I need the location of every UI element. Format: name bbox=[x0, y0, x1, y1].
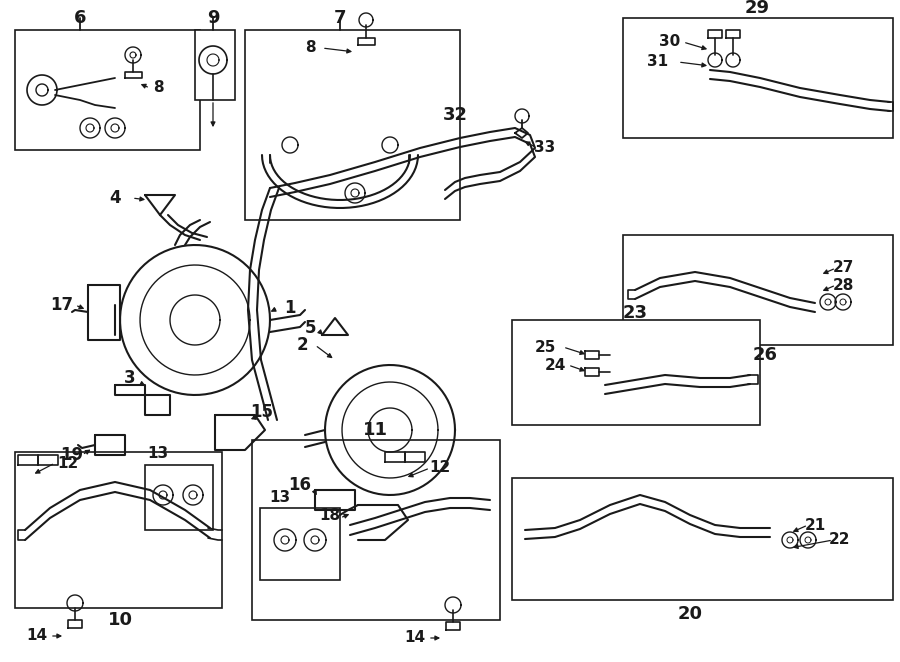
Text: 10: 10 bbox=[107, 611, 132, 629]
Text: 20: 20 bbox=[678, 605, 703, 623]
Bar bbox=[145, 465, 213, 530]
Bar bbox=[512, 320, 760, 425]
Text: 6: 6 bbox=[74, 9, 86, 27]
Text: 8: 8 bbox=[153, 81, 163, 95]
Text: 7: 7 bbox=[334, 9, 346, 27]
Text: 30: 30 bbox=[660, 34, 680, 50]
Bar bbox=[195, 30, 235, 100]
Text: 4: 4 bbox=[109, 189, 121, 207]
Text: 26: 26 bbox=[752, 346, 778, 364]
Bar bbox=[252, 440, 500, 620]
Text: 23: 23 bbox=[623, 304, 647, 322]
Text: 32: 32 bbox=[443, 106, 467, 124]
Text: 19: 19 bbox=[60, 446, 84, 464]
Text: 21: 21 bbox=[805, 518, 825, 532]
Text: 5: 5 bbox=[304, 319, 316, 337]
Bar bbox=[623, 18, 893, 138]
Bar bbox=[245, 30, 460, 220]
Text: 33: 33 bbox=[535, 140, 555, 156]
Text: 22: 22 bbox=[829, 532, 850, 547]
Bar bbox=[623, 235, 893, 345]
Text: 1: 1 bbox=[284, 299, 296, 317]
Text: 31: 31 bbox=[647, 54, 669, 70]
Text: 24: 24 bbox=[544, 357, 566, 373]
Bar bbox=[260, 508, 340, 580]
Bar bbox=[512, 478, 893, 600]
Text: 27: 27 bbox=[832, 261, 854, 275]
Text: 13: 13 bbox=[269, 491, 291, 506]
Text: 29: 29 bbox=[744, 0, 770, 17]
Text: 2: 2 bbox=[296, 336, 308, 354]
Text: 11: 11 bbox=[363, 421, 388, 439]
Text: 9: 9 bbox=[207, 9, 220, 27]
Text: 25: 25 bbox=[535, 340, 555, 354]
Text: 16: 16 bbox=[289, 476, 311, 494]
Text: 28: 28 bbox=[832, 277, 854, 293]
Text: 3: 3 bbox=[124, 369, 136, 387]
Text: 8: 8 bbox=[305, 40, 315, 56]
Bar bbox=[15, 30, 200, 150]
Text: 13: 13 bbox=[148, 446, 168, 461]
Text: 12: 12 bbox=[429, 461, 451, 475]
Text: 14: 14 bbox=[26, 628, 48, 643]
Bar bbox=[15, 452, 222, 608]
Text: 12: 12 bbox=[58, 455, 78, 471]
Text: 18: 18 bbox=[320, 508, 340, 522]
Text: 14: 14 bbox=[404, 630, 426, 645]
Text: 15: 15 bbox=[250, 403, 274, 421]
Text: 17: 17 bbox=[50, 296, 74, 314]
